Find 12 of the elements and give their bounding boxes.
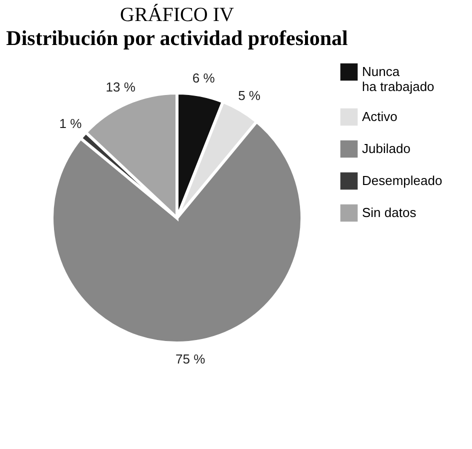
data-label: 13 % bbox=[106, 80, 136, 95]
chart-subtitle: Distribución por actividad profesional bbox=[6, 26, 348, 50]
chart-title: GRÁFICO IV bbox=[120, 3, 234, 26]
data-label: 75 % bbox=[176, 351, 206, 366]
legend-label: Sin datos bbox=[362, 205, 417, 220]
data-label: 1 % bbox=[59, 116, 82, 132]
legend-label: Activo bbox=[362, 109, 398, 124]
data-label: 5 % bbox=[238, 88, 261, 103]
legend-label: Desempleado bbox=[362, 173, 442, 188]
legend-label: Nunca ha trabajado bbox=[362, 64, 434, 94]
data-label: 6 % bbox=[192, 70, 216, 86]
legend-label: Jubilado bbox=[362, 141, 410, 156]
